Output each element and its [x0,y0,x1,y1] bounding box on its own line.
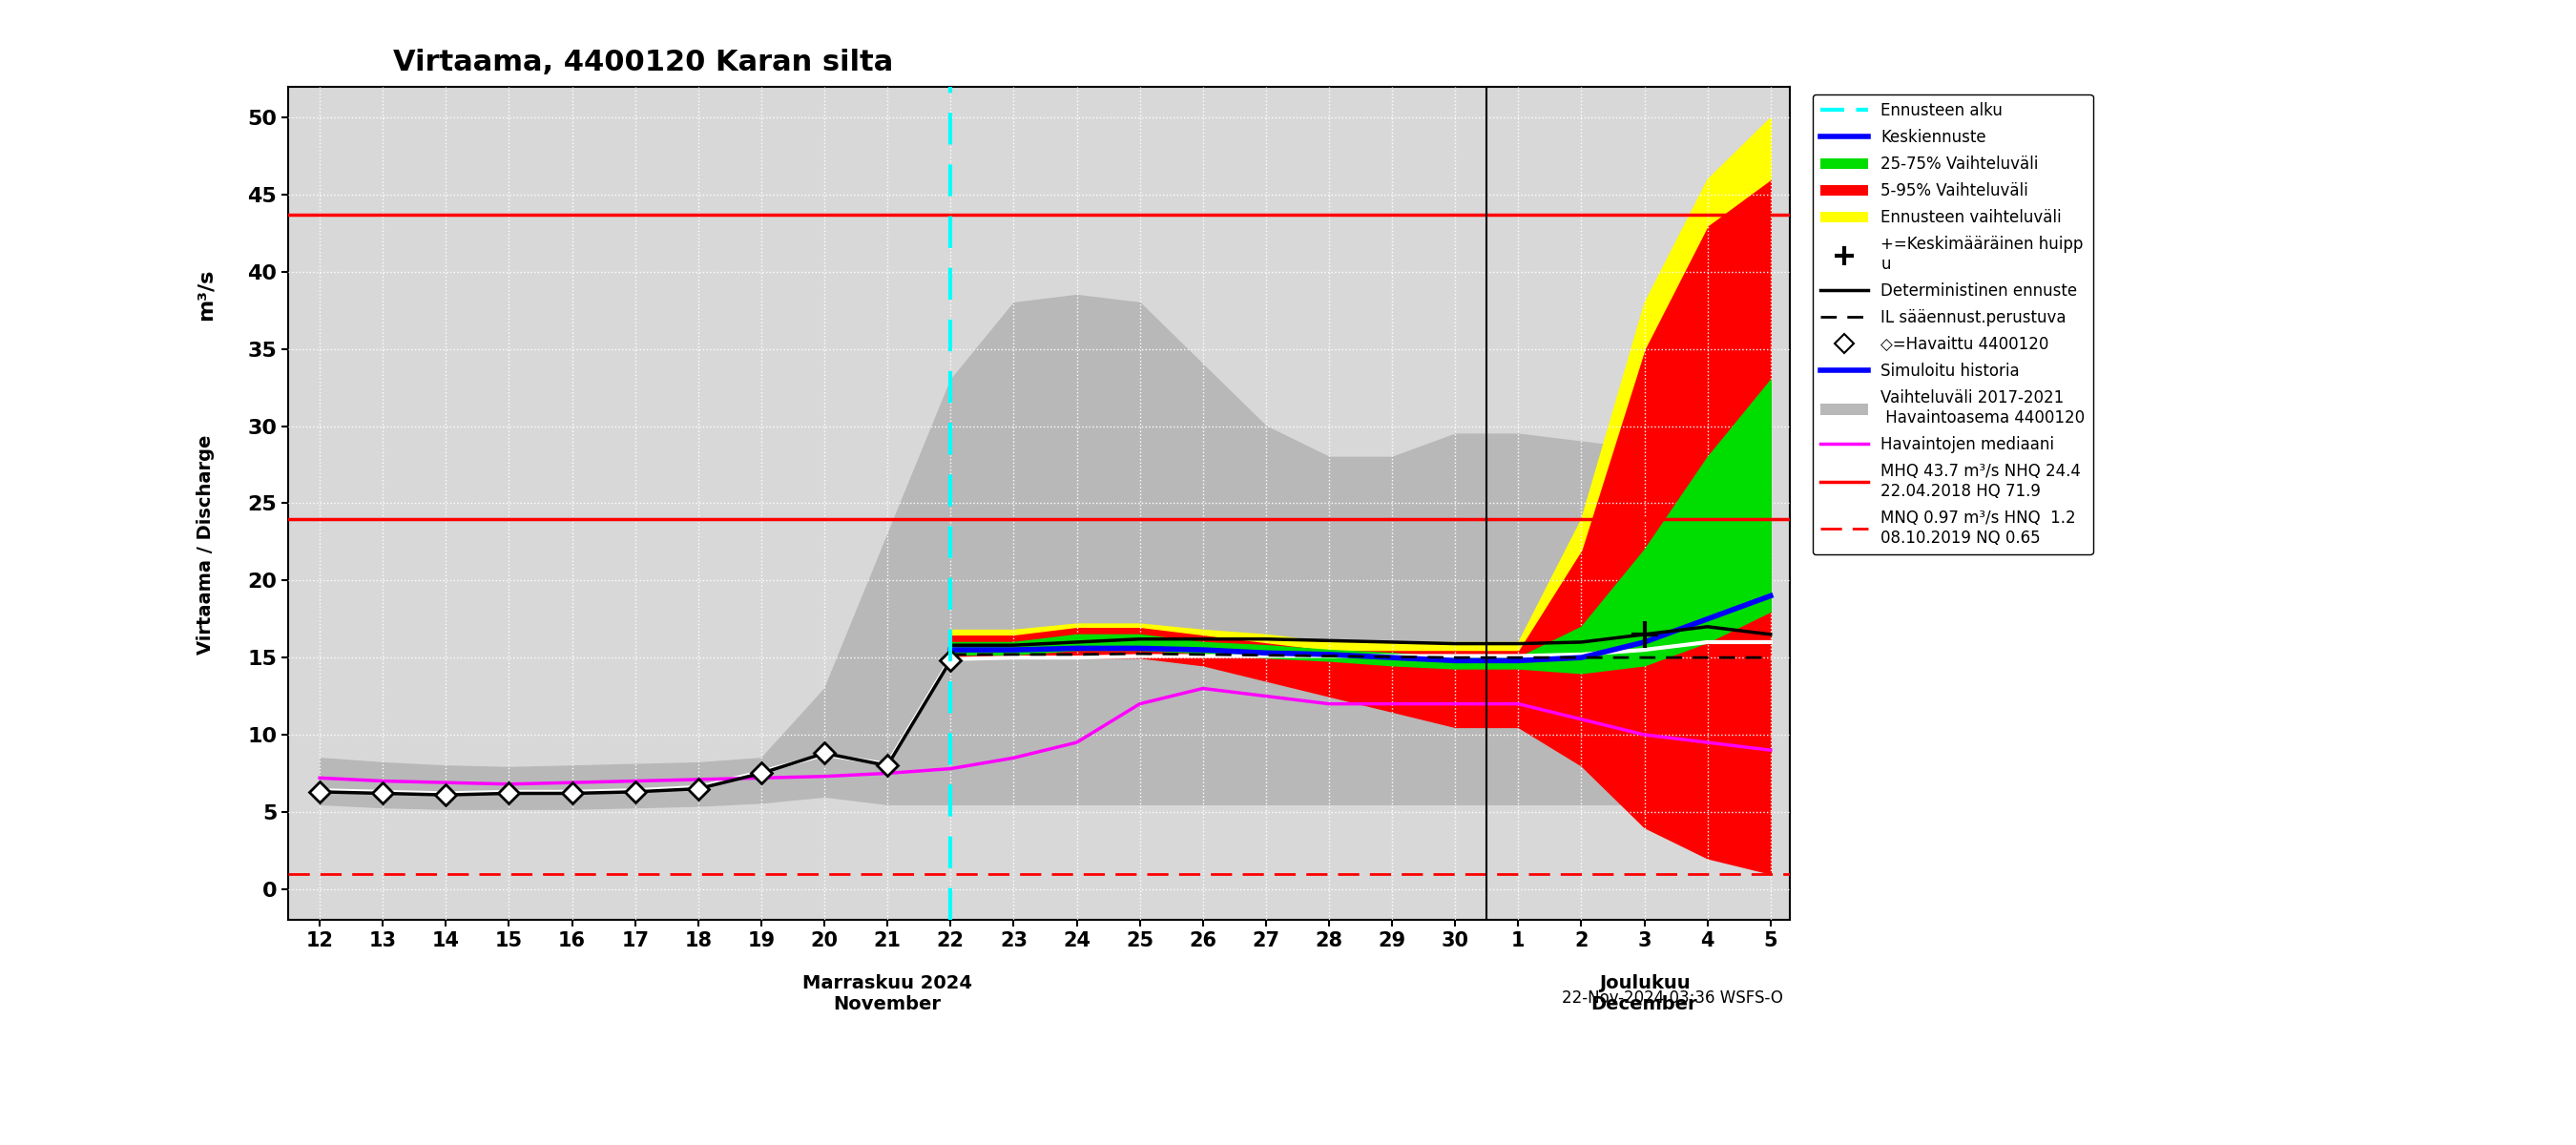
Text: Virtaama, 4400120 Karan silta: Virtaama, 4400120 Karan silta [394,48,894,77]
Text: 22-Nov-2024 03:36 WSFS-O: 22-Nov-2024 03:36 WSFS-O [1561,989,1783,1006]
Text: m³/s: m³/s [196,269,216,321]
Text: Joulukuu
December: Joulukuu December [1592,974,1698,1013]
Text: Virtaama / Discharge: Virtaama / Discharge [196,435,214,655]
Legend: Ennusteen alku, Keskiennuste, 25-75% Vaihteluväli, 5-95% Vaihteluväli, Ennusteen: Ennusteen alku, Keskiennuste, 25-75% Vai… [1814,94,2094,554]
Text: Marraskuu 2024
November: Marraskuu 2024 November [804,974,971,1013]
